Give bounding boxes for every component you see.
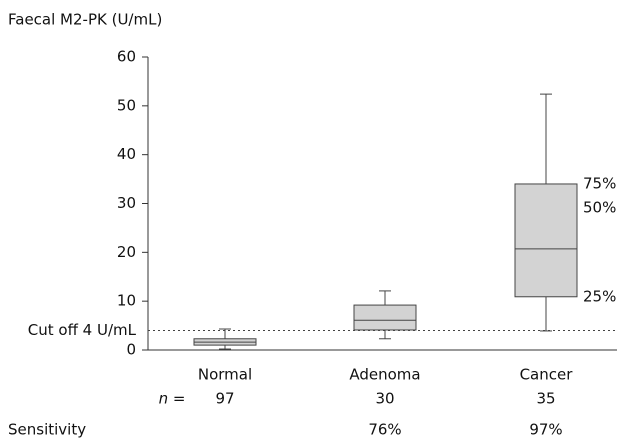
x-tick-label: Normal: [198, 366, 252, 384]
n-value: 30: [375, 390, 394, 408]
n-value: 97: [215, 390, 234, 408]
y-axis-label: Faecal M2-PK (U/mL): [8, 11, 162, 29]
percentile-label: 25%: [583, 287, 616, 305]
y-tick-label: 20: [117, 243, 136, 261]
n-value: 35: [536, 390, 555, 408]
box: [353, 304, 417, 331]
y-tick-label: 60: [117, 48, 136, 66]
y-tick-label: 10: [117, 292, 136, 310]
y-tick-label: 30: [117, 194, 136, 212]
percentile-label: 50%: [583, 198, 616, 216]
x-tick-label: Cancer: [520, 366, 574, 384]
percentile-label: 75%: [583, 174, 616, 192]
y-tick-label: 50: [117, 96, 136, 114]
sensitivity-value: 97%: [529, 421, 562, 439]
sensitivity-label: Sensitivity: [8, 421, 86, 439]
y-tick-label: 0: [126, 341, 136, 359]
n-label: n =: [159, 390, 186, 408]
x-tick-label: Adenoma: [349, 366, 420, 384]
sensitivity-value: 76%: [368, 421, 401, 439]
y-tick-label: 40: [117, 145, 136, 163]
cutoff-label: Cut off 4 U/mL: [28, 321, 137, 339]
box: [514, 183, 578, 298]
